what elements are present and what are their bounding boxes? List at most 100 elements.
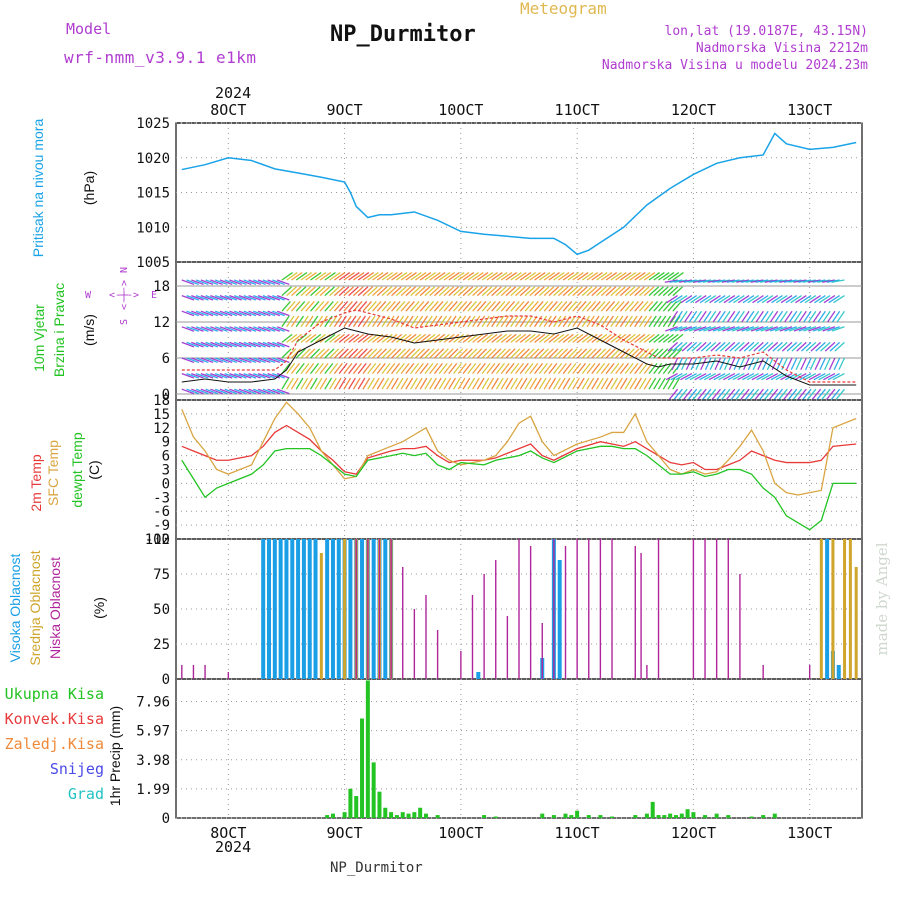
wind-barb: [831, 310, 841, 323]
wind-barb: [481, 315, 490, 328]
precip-total-bar: [703, 815, 708, 818]
wind-barb: [472, 272, 484, 281]
wind-barb: [789, 373, 802, 381]
cloud-high-bar: [371, 539, 376, 679]
wind-barb: [267, 341, 281, 348]
wind-barb: [572, 286, 583, 297]
wind-barb: [743, 357, 750, 371]
wind-barb: [624, 377, 633, 390]
wind-barb: [257, 341, 271, 348]
wind-barb: [324, 333, 336, 343]
wind-barb: [750, 279, 764, 283]
legend-snow: Snijeg: [49, 760, 104, 778]
wind-barb: [836, 310, 845, 323]
cloud-low-bar: [390, 539, 392, 679]
wind-barb: [357, 333, 369, 343]
cloud-low-bar: [506, 616, 509, 679]
wind-barb: [329, 315, 338, 328]
wind-barb: [414, 362, 424, 375]
wind-barb: [352, 362, 362, 375]
wind-barb: [338, 272, 351, 281]
wind-barb: [707, 326, 721, 332]
wind-barb: [372, 272, 384, 281]
wind-barb: [692, 388, 702, 400]
wind-barb: [567, 348, 578, 359]
wind-barb: [538, 286, 550, 297]
wind-barb: [191, 372, 204, 379]
wind-barb: [667, 272, 680, 281]
wind-barb: [238, 326, 252, 332]
wind-barb: [761, 373, 774, 381]
wind-barb: [386, 300, 396, 312]
wind-barb: [832, 373, 845, 381]
wind-barb: [711, 388, 722, 400]
wind-barb: [586, 377, 595, 390]
wind-barb: [305, 286, 316, 297]
wind-barb: [790, 357, 798, 371]
wind-barb: [624, 300, 635, 312]
wind-barb: [200, 388, 214, 395]
wind-barb: [777, 341, 788, 352]
wind-barb: [291, 333, 303, 343]
wind-barb: [634, 333, 646, 343]
wind-barb: [765, 326, 778, 332]
wind-barb: [362, 333, 374, 343]
wind-barb: [229, 294, 242, 301]
wind-barb: [272, 388, 285, 395]
wind-barb: [491, 348, 502, 359]
wind-tick-label: 0: [162, 387, 170, 403]
wind-barb: [658, 348, 669, 359]
wind-barb: [253, 310, 266, 317]
wind-barb: [619, 286, 631, 297]
wind-barb: [548, 272, 560, 281]
wind-barb: [453, 348, 464, 359]
wind-barb: [796, 341, 807, 352]
wind-barb: [710, 341, 721, 352]
wind-barb: [719, 341, 731, 352]
wind-barb: [765, 310, 774, 323]
wind-barb: [314, 300, 325, 312]
wind-barb: [414, 315, 424, 328]
wind-barb: [510, 315, 519, 328]
wind-barb: [214, 279, 228, 286]
precip-total-bar: [644, 813, 649, 818]
wind-barb: [818, 373, 831, 381]
wind-barb: [823, 373, 836, 381]
wind-barb: [814, 357, 822, 371]
wind-barb: [181, 294, 195, 301]
cloud-high-bar: [330, 539, 335, 679]
wind-barb: [693, 310, 702, 323]
wind-barb: [262, 357, 276, 364]
wind-barb: [457, 348, 468, 359]
wind-barb: [195, 310, 209, 317]
wind-barb: [629, 348, 640, 359]
wind-barb: [443, 300, 454, 312]
wind-barb: [267, 357, 281, 364]
wind-barb: [596, 362, 606, 375]
wind-barb: [510, 333, 522, 343]
wind-barb: [400, 286, 412, 297]
wind-barb: [300, 348, 311, 359]
wind-barb: [693, 326, 707, 332]
wind-barb: [577, 286, 588, 297]
precip-total-bar: [679, 813, 684, 818]
wind-barb: [519, 333, 531, 343]
wind-barb: [248, 310, 261, 317]
wind-barb: [243, 279, 257, 286]
wind-barb: [662, 286, 674, 297]
wind-barb: [319, 300, 330, 312]
wind-barb: [191, 310, 204, 317]
wind-barb: [410, 300, 420, 312]
wind-barb: [534, 333, 546, 343]
wind-barb: [381, 377, 390, 390]
cloud-low-bar: [402, 567, 404, 679]
wind-barb: [262, 279, 276, 286]
wind-barb: [333, 315, 343, 328]
wind-barb: [438, 272, 451, 281]
wind-barb: [210, 279, 223, 286]
wind-barb: [453, 286, 464, 297]
wind-barb: [662, 377, 671, 390]
wind-barb: [662, 315, 672, 328]
wind-barb: [718, 295, 731, 304]
wind-barb: [386, 315, 395, 328]
